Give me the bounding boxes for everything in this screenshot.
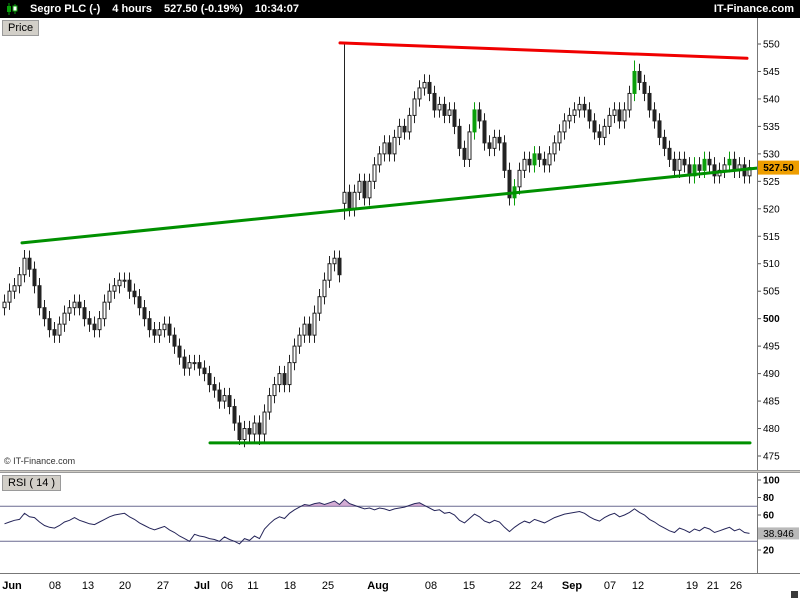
rsi-tab[interactable]: RSI ( 14 ) xyxy=(2,475,62,491)
last-price-badge xyxy=(758,160,799,175)
time-axis-label: 08 xyxy=(424,580,438,592)
time-axis: Jun 08 13 20 27 Jul 06 11 18 25 Aug 08 15 22 24 Sep 07 12… xyxy=(0,573,800,600)
price-axis-label: 545 xyxy=(763,67,780,78)
resize-handle[interactable] xyxy=(791,591,798,598)
time-axis-label: Jun xyxy=(2,580,22,592)
price-chart-svg[interactable]: 550 545 540 535 530 525 520 515 510 505 500 495 490 4… xyxy=(0,18,800,470)
resistance-trendline[interactable] xyxy=(338,41,749,60)
time-axis-label: 27 xyxy=(156,580,170,592)
time-axis-label: 11 xyxy=(247,580,259,592)
time-axis-label: 24 xyxy=(530,580,544,592)
rsi-value-badge-text: 38.946 xyxy=(763,529,794,540)
panel-divider[interactable] xyxy=(0,470,800,473)
price-tab[interactable]: Price xyxy=(2,20,40,36)
price-axis-label: 530 xyxy=(763,149,780,160)
rsi-axis-label: 60 xyxy=(763,511,775,522)
price-axis-label: 540 xyxy=(763,94,780,105)
rsi-axis-label: 20 xyxy=(763,546,775,557)
rsi-line[interactable] xyxy=(4,498,750,545)
top-bar: Segro PLC (-) 4 hours 527.50 (-0.19%) 10… xyxy=(0,0,800,18)
price-axis-label: 515 xyxy=(763,232,780,243)
time-axis-label: 08 xyxy=(48,580,62,592)
brand-label: IT-Finance.com xyxy=(713,3,794,15)
price-axis-label: 510 xyxy=(763,259,780,270)
clock-label: 10:34:07 xyxy=(254,3,299,15)
price-axis-label: 480 xyxy=(763,424,780,435)
rsi-value-badge xyxy=(758,527,799,540)
time-axis-label: Sep xyxy=(561,580,583,592)
time-axis-label: 06 xyxy=(220,580,234,592)
time-axis-label: 12 xyxy=(631,580,645,592)
price-axis-label: 485 xyxy=(763,397,780,408)
rsi-axis-label: 100 xyxy=(763,476,780,487)
rsi-overbought-fill xyxy=(301,499,427,507)
price-axis-label: 495 xyxy=(763,342,780,353)
candlestick-icon xyxy=(7,3,18,15)
rising-support-trendline[interactable] xyxy=(20,166,759,245)
price-axis-label: 520 xyxy=(763,204,780,215)
last-price-badge-text: 527.50 xyxy=(763,163,794,174)
time-axis-label: Aug xyxy=(367,580,389,592)
last-quote-label: 527.50 (-0.19%) xyxy=(164,3,243,15)
time-axis-label: 19 xyxy=(685,580,699,592)
candles xyxy=(2,44,752,448)
copyright-watermark: © IT-Finance.com xyxy=(4,456,76,466)
price-axis-label: 475 xyxy=(763,451,780,462)
time-axis-label: 20 xyxy=(118,580,132,592)
time-axis-label: 21 xyxy=(706,580,720,592)
instrument-name: Segro PLC (-) xyxy=(30,3,101,15)
time-axis-label: Jul xyxy=(194,580,210,592)
price-axis[interactable]: 550 545 540 535 530 525 520 515 510 505 500 495 490 4… xyxy=(757,40,780,463)
rsi-chart-svg[interactable]: 1008060402038.946 xyxy=(0,473,800,573)
rsi-axis[interactable]: 10080604020 xyxy=(757,476,780,557)
price-axis-label: 490 xyxy=(763,369,780,380)
rsi-axis-label: 80 xyxy=(763,493,775,504)
time-axis-label: 22 xyxy=(508,580,522,592)
time-axis-label: 26 xyxy=(729,580,743,592)
price-axis-label: 550 xyxy=(763,40,780,51)
time-axis-label: 18 xyxy=(283,580,297,592)
price-axis-label: 500 xyxy=(763,314,780,325)
time-axis-label: 13 xyxy=(81,580,95,592)
price-axis-label: 505 xyxy=(763,287,780,298)
timeframe-label: 4 hours xyxy=(112,3,153,15)
time-axis-label: 07 xyxy=(603,580,617,592)
time-axis-label: 25 xyxy=(321,580,335,592)
price-axis-label: 535 xyxy=(763,122,780,133)
price-axis-label: 525 xyxy=(763,177,780,188)
time-axis-label: 15 xyxy=(462,580,476,592)
